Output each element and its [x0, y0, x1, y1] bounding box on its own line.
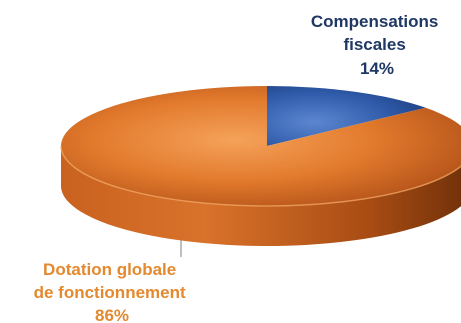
slice-side-dotation — [61, 146, 461, 246]
label-dotation-line1: Dotation globale — [43, 260, 176, 279]
pie-rim-highlight — [60, 145, 461, 207]
slice-compensations-fiscales — [267, 86, 426, 146]
pie-side-group — [61, 146, 461, 246]
label-compensations-line1: Compensations — [311, 12, 439, 31]
label-compensations-line2: fiscales — [343, 35, 405, 54]
label-dotation-value: 86% — [95, 306, 129, 323]
label-dotation: Dotation globale de fonctionnement 86% — [34, 260, 191, 323]
label-dotation-line2: de fonctionnement — [34, 283, 186, 302]
label-compensations-value: 14% — [360, 59, 394, 78]
slice-dotation-globale — [61, 86, 461, 206]
label-compensations: Compensations fiscales 14% — [311, 12, 443, 78]
pie-top-group — [60, 86, 461, 207]
